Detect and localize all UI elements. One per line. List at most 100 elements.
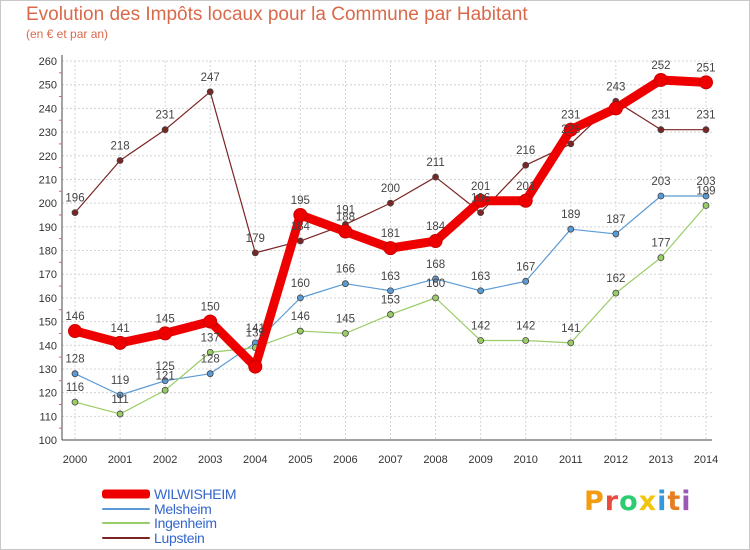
data-label: 128: [201, 354, 220, 366]
data-label: 146: [65, 311, 84, 323]
data-point: [522, 337, 530, 344]
data-point: [296, 237, 304, 245]
data-label: 231: [651, 110, 670, 122]
data-label: 195: [291, 195, 310, 207]
y-tick-label: 140: [39, 340, 57, 352]
data-label: 247: [201, 72, 220, 84]
x-tick-label: 2006: [333, 454, 357, 466]
data-point: [206, 88, 214, 96]
data-point: [296, 327, 304, 335]
data-label: 162: [606, 273, 625, 285]
logo-letter: i: [657, 486, 668, 517]
data-point: [116, 391, 124, 399]
data-point: [522, 161, 530, 169]
data-point: [698, 75, 713, 90]
data-point: [567, 339, 575, 347]
x-tick-label: 2005: [288, 454, 312, 466]
data-point: [702, 202, 710, 209]
data-point: [563, 122, 578, 137]
y-tick-label: 110: [39, 411, 57, 423]
y-tick-label: 180: [39, 246, 57, 258]
data-point: [71, 209, 79, 217]
data-label: 199: [696, 185, 715, 197]
y-tick-label: 250: [39, 80, 57, 92]
data-label: 167: [516, 261, 535, 273]
data-point: [296, 294, 304, 302]
x-tick-label: 2007: [378, 454, 402, 466]
data-label: 184: [426, 221, 446, 233]
data-label: 142: [471, 321, 490, 333]
data-label: 187: [606, 214, 625, 226]
legend-label-melsheim: Melsheim: [154, 500, 212, 517]
data-point: [428, 234, 443, 249]
data-point: [116, 410, 124, 418]
data-label: 252: [651, 60, 670, 72]
y-tick-label: 120: [39, 388, 57, 400]
data-point: [68, 324, 82, 339]
logo-letter: i: [681, 486, 692, 517]
y-tick-label: 130: [39, 364, 57, 376]
y-tick-label: 160: [39, 293, 57, 305]
data-point: [432, 294, 439, 302]
legend-label-ingenheim: Ingenheim: [154, 515, 217, 531]
data-point: [293, 207, 308, 222]
data-label: 201: [471, 181, 490, 193]
data-label: 145: [336, 313, 355, 325]
logo-letter: P: [584, 486, 605, 517]
x-tick-label: 2002: [153, 454, 177, 466]
data-label: 153: [381, 294, 400, 306]
y-tick-label: 190: [39, 222, 57, 234]
data-point: [567, 225, 575, 233]
data-label: 141: [246, 323, 265, 335]
data-point: [387, 199, 394, 207]
data-point: [161, 377, 169, 385]
data-label: 150: [201, 302, 220, 314]
data-point: [387, 311, 394, 318]
data-label: 160: [291, 278, 310, 290]
data-point: [432, 173, 439, 181]
data-point: [657, 254, 665, 262]
data-label: 168: [426, 259, 445, 271]
data-label: 116: [66, 382, 84, 394]
data-label: 146: [291, 311, 310, 323]
legend-label-lupstein: Lupstein: [154, 529, 205, 546]
y-tick-label: 100: [39, 435, 57, 447]
data-label: 189: [561, 209, 580, 221]
y-tick-label: 200: [39, 198, 57, 210]
data-point: [248, 359, 263, 374]
data-point: [612, 289, 620, 297]
data-label: 137: [201, 332, 220, 344]
data-label: 139: [246, 328, 265, 340]
data-point: [383, 241, 398, 256]
data-point: [342, 330, 349, 337]
data-point: [387, 287, 394, 295]
x-tick-label: 2010: [513, 454, 537, 466]
data-point: [567, 140, 575, 148]
data-label: 201: [516, 181, 535, 193]
legend-swatch-melsheim: [102, 507, 150, 510]
data-point: [657, 192, 665, 200]
data-label: 141: [110, 323, 129, 335]
data-label: 225: [561, 124, 580, 136]
data-label: 184: [291, 221, 311, 233]
chart-subtitle: (en € et par an): [26, 27, 109, 41]
data-label: 111: [111, 394, 128, 406]
y-tick-label: 210: [39, 174, 57, 186]
data-point: [338, 224, 353, 239]
data-point: [116, 157, 124, 164]
data-point: [702, 126, 710, 134]
data-label: 218: [110, 140, 129, 152]
data-label: 141: [561, 323, 580, 335]
data-label: 181: [381, 228, 400, 240]
legend-swatch-ingenheim: [102, 522, 150, 525]
legend-label-wilwisheim: WILWISHEIM: [154, 486, 237, 502]
x-tick-label: 2003: [198, 454, 222, 466]
y-tick-label: 230: [39, 127, 57, 139]
data-point: [251, 249, 259, 257]
data-label: 125: [156, 361, 175, 373]
data-label: 166: [336, 264, 355, 276]
x-tick-label: 2014: [694, 454, 718, 466]
data-point: [657, 126, 665, 134]
data-label: 200: [381, 183, 400, 195]
